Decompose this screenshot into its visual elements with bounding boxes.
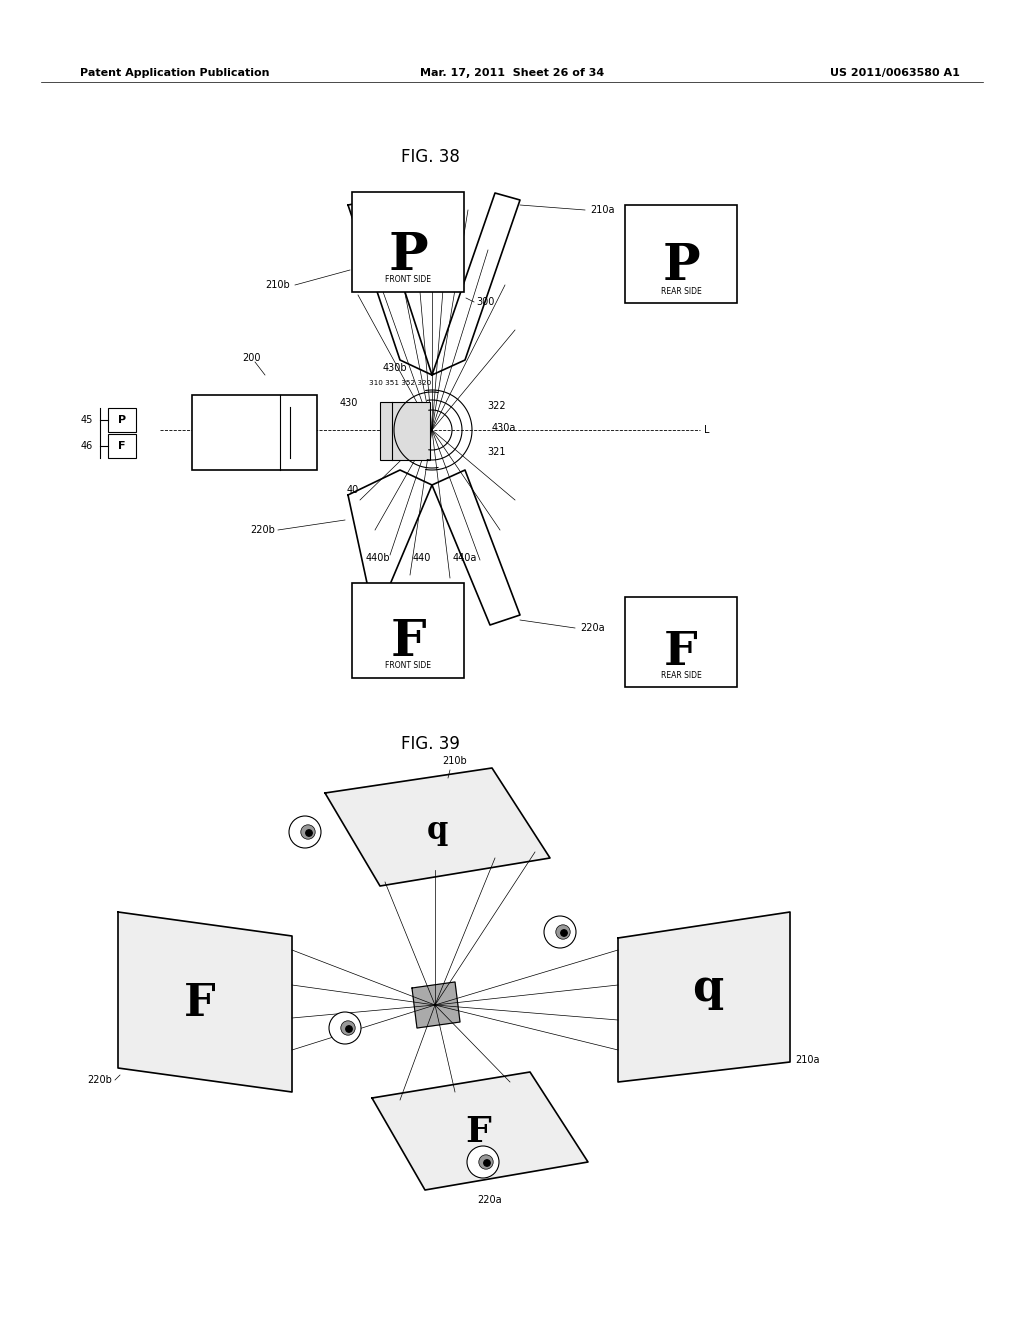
Bar — [625, 597, 737, 686]
Polygon shape — [412, 982, 460, 1028]
Text: P: P — [663, 242, 699, 290]
Circle shape — [289, 816, 321, 847]
Polygon shape — [325, 768, 550, 886]
Text: 46: 46 — [81, 441, 93, 451]
Polygon shape — [618, 912, 790, 1082]
Text: q: q — [426, 814, 447, 846]
Text: 40: 40 — [347, 484, 359, 495]
Text: US 2011/0063580 A1: US 2011/0063580 A1 — [830, 69, 961, 78]
Text: 220a: 220a — [477, 1195, 503, 1205]
Text: REAR SIDE: REAR SIDE — [660, 671, 701, 680]
Circle shape — [483, 1160, 490, 1166]
Text: F: F — [665, 630, 697, 675]
Text: 200: 200 — [242, 352, 260, 363]
Circle shape — [561, 929, 567, 936]
Text: P: P — [388, 231, 428, 281]
Text: F: F — [184, 982, 216, 1024]
Circle shape — [467, 1146, 499, 1177]
Circle shape — [341, 1020, 355, 1035]
Text: F: F — [118, 441, 126, 451]
Text: 430a: 430a — [492, 422, 516, 433]
Bar — [108, 434, 136, 458]
Bar — [625, 205, 737, 304]
Text: 321: 321 — [487, 447, 506, 457]
Circle shape — [544, 916, 575, 948]
Text: Patent Application Publication: Patent Application Publication — [80, 69, 269, 78]
Text: 45: 45 — [81, 414, 93, 425]
Circle shape — [346, 1026, 352, 1032]
Text: 440b: 440b — [366, 553, 390, 564]
Text: 440a: 440a — [453, 553, 477, 564]
Polygon shape — [432, 193, 520, 375]
Text: FIG. 39: FIG. 39 — [400, 735, 460, 752]
Text: 210b: 210b — [442, 756, 467, 766]
Polygon shape — [432, 470, 520, 624]
Polygon shape — [372, 1072, 588, 1191]
Text: q: q — [692, 966, 724, 1010]
Bar — [380, 403, 430, 459]
Bar — [108, 408, 136, 432]
Text: 310 351 352 320: 310 351 352 320 — [369, 380, 431, 385]
Text: FRONT SIDE: FRONT SIDE — [385, 276, 431, 285]
Circle shape — [301, 825, 315, 840]
Bar — [352, 191, 464, 292]
Bar — [352, 583, 464, 678]
Text: 210b: 210b — [265, 280, 290, 290]
Text: Mar. 17, 2011  Sheet 26 of 34: Mar. 17, 2011 Sheet 26 of 34 — [420, 69, 604, 78]
Text: P: P — [118, 414, 126, 425]
Bar — [193, 395, 317, 470]
Text: 220a: 220a — [580, 623, 604, 634]
Text: 430: 430 — [340, 399, 358, 408]
Text: L: L — [705, 425, 710, 436]
Text: FIG. 38: FIG. 38 — [400, 148, 460, 166]
Text: 300: 300 — [476, 297, 495, 308]
Text: FRONT SIDE: FRONT SIDE — [385, 661, 431, 671]
Polygon shape — [118, 912, 292, 1092]
Text: 322: 322 — [487, 401, 506, 411]
Text: F: F — [465, 1115, 490, 1148]
Polygon shape — [348, 470, 432, 620]
Text: REAR SIDE: REAR SIDE — [660, 286, 701, 296]
Circle shape — [556, 925, 570, 940]
Circle shape — [479, 1155, 494, 1170]
Polygon shape — [348, 201, 432, 375]
Circle shape — [329, 1012, 361, 1044]
Circle shape — [306, 830, 312, 836]
Text: 220b: 220b — [87, 1074, 112, 1085]
Text: 210a: 210a — [795, 1055, 819, 1065]
Text: 440: 440 — [413, 553, 431, 564]
Text: 430b: 430b — [383, 363, 408, 374]
Text: 220b: 220b — [250, 525, 275, 535]
Text: F: F — [390, 618, 426, 667]
Text: 210a: 210a — [590, 205, 614, 215]
